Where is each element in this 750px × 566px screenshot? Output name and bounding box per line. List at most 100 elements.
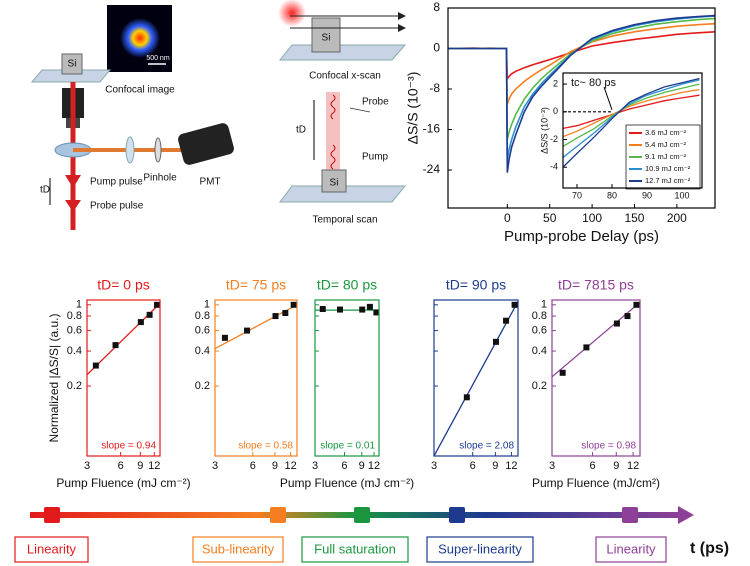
slope-annotation: slope = 0.94	[101, 441, 156, 452]
regime-marker	[354, 507, 370, 523]
lens	[125, 136, 135, 164]
plot-frame	[447, 7, 716, 209]
chart: 70 80 90 100 2 0 -2 -4 tc~ 80 ps 3.6 mJ cm⁻² 5.4 m…	[539, 72, 703, 200]
setup-schematic: 500 nm Confocal image Si Pinhole PMT Pum…	[30, 5, 234, 230]
x-tick-label: 0	[504, 211, 511, 225]
pump-pulse-label: Pump pulse	[90, 177, 143, 188]
data-point	[492, 338, 499, 345]
td-label: tD	[296, 125, 306, 136]
regime-label: Linearity	[606, 541, 656, 556]
y-tick-label: 0.8	[67, 310, 82, 322]
data-point	[503, 317, 510, 324]
y-tick-label: 0.4	[195, 345, 210, 357]
data-point	[373, 309, 379, 316]
data-point	[624, 313, 631, 320]
td-label: tD	[40, 185, 50, 196]
series-line	[563, 94, 700, 130]
x-axis-label: Pump Fluence (mJ cm⁻²)	[56, 476, 190, 490]
data-point	[244, 327, 251, 334]
regime-label: Super-linearity	[438, 541, 522, 556]
y-tick-label: 0.4	[67, 345, 82, 357]
chart: 3 6 9 12 tD= 90 ps slope = 2.08	[431, 277, 519, 472]
plot-frame	[562, 72, 703, 189]
scan-schematic: Si Confocal x-scan Probe Pump tD Si Temp…	[278, 0, 407, 226]
series-line	[563, 88, 700, 138]
y-tick-label: -4	[550, 162, 558, 172]
slope-annotation: slope = 2.08	[459, 441, 514, 452]
marks	[215, 301, 297, 350]
legend-label: 9.1 mJ cm⁻²	[645, 152, 687, 161]
chart-title: tD= 75 ps	[226, 277, 286, 293]
y-tick-label: 2	[553, 78, 558, 88]
pulses	[330, 94, 336, 170]
scale-bar-label: 500 nm	[146, 55, 170, 62]
chart: 3 6 9 12 0.2 0.4 0.6 0.81 tD= 7815 ps slope = 0.9…	[532, 277, 660, 490]
si-sample	[61, 53, 83, 75]
series-line	[563, 77, 700, 168]
timeline-arrowhead	[678, 506, 694, 524]
annotation: tc~ 80 ps	[571, 77, 616, 89]
legend-label: 3.6 mJ cm⁻²	[645, 128, 687, 137]
series-line	[563, 79, 700, 159]
data-point	[559, 369, 566, 376]
slide	[30, 69, 112, 83]
chart-title: tD= 90 ps	[446, 277, 506, 293]
x-tick-label: 12	[368, 460, 380, 472]
pinhole	[154, 137, 162, 163]
x-tick-label: 9	[613, 460, 619, 472]
laser-spot	[278, 0, 306, 27]
data-point	[633, 301, 640, 308]
confocal-spot	[120, 18, 160, 58]
arrowhead	[398, 24, 406, 32]
regime-marker	[44, 507, 60, 523]
y-tick-label: 1	[76, 299, 82, 311]
y-axis-label: ΔS/S (10⁻³)	[405, 72, 421, 145]
pinhole-label: Pinhole	[143, 173, 177, 184]
plot-frame	[433, 299, 519, 457]
x-tick-label: 12	[505, 460, 517, 472]
y-tick-label: -24	[423, 162, 441, 176]
regime-box	[426, 536, 534, 563]
plot-area	[87, 300, 160, 456]
marks	[563, 77, 700, 168]
x-tick-label: 3	[312, 460, 318, 472]
chart-title: tD= 0 ps	[97, 277, 150, 293]
data-point	[112, 342, 119, 349]
si-label: Si	[330, 178, 339, 189]
plot-area	[552, 300, 640, 456]
data-point	[92, 362, 99, 369]
regime-marker	[270, 507, 286, 523]
data-point	[463, 394, 470, 401]
marks	[552, 301, 640, 378]
regime-label: Full saturation	[314, 541, 396, 556]
slope-annotation: slope = 0.01	[320, 441, 375, 452]
data-point	[366, 303, 373, 310]
legend-label: 10.9 mJ cm⁻²	[645, 164, 691, 173]
plot-frame	[551, 299, 641, 457]
regime-marker	[622, 507, 638, 523]
x-scan-label: Confocal x-scan	[309, 71, 381, 82]
marks	[87, 301, 160, 376]
y-tick-label: 0.2	[195, 380, 210, 392]
series-line	[448, 14, 715, 173]
si-sample	[321, 169, 347, 193]
data-point	[359, 306, 366, 313]
y-tick-label: -16	[423, 122, 441, 136]
confocal-image-label: Confocal image	[105, 85, 175, 96]
data-point	[319, 306, 326, 313]
pmt	[178, 123, 234, 165]
plot-area	[315, 300, 379, 456]
regime-marker	[449, 507, 465, 523]
y-axis-label: ΔS/S (10⁻³)	[539, 107, 549, 154]
probe-pulse	[65, 200, 81, 212]
x-tick-label: 6	[589, 460, 595, 472]
x-tick-label: 80	[607, 190, 617, 200]
chart-title: tD= 80 ps	[317, 277, 377, 293]
x-tick-label: 100	[675, 190, 690, 200]
y-tick-label: -2	[550, 134, 558, 144]
pmt-label: PMT	[199, 177, 220, 188]
plot-frame	[214, 299, 298, 457]
threshold-arrow	[603, 86, 613, 110]
